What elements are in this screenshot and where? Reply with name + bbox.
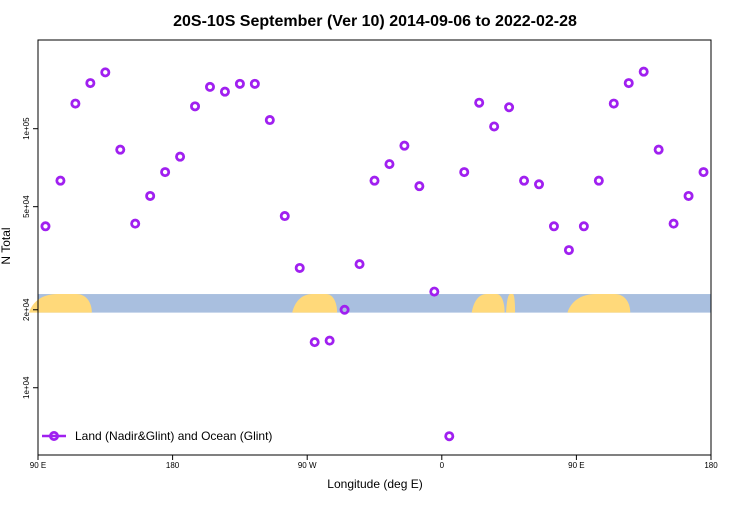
legend: Land (Nadir&Glint) and Ocean (Glint) bbox=[42, 429, 272, 443]
south-america-landmass bbox=[292, 294, 338, 313]
data-point bbox=[85, 78, 96, 89]
data-point bbox=[160, 167, 171, 178]
data-point bbox=[55, 175, 66, 186]
data-point bbox=[459, 167, 470, 178]
data-point bbox=[130, 218, 141, 229]
legend-marker-swatch bbox=[49, 430, 60, 441]
data-point bbox=[563, 245, 574, 256]
data-point bbox=[489, 121, 500, 132]
data-point bbox=[219, 86, 230, 97]
data-point bbox=[339, 304, 350, 315]
data-point bbox=[548, 221, 559, 232]
y-tick-label: 1e+05 bbox=[22, 117, 31, 140]
data-point bbox=[354, 259, 365, 270]
data-point bbox=[249, 78, 260, 89]
data-point bbox=[474, 97, 485, 108]
axes: 90 E 180 90 W 0 90 E 180 1e+04 2e+04 5e+04 1e+05 bbox=[22, 39, 718, 470]
data-point bbox=[414, 181, 425, 192]
x-tick-label: 180 bbox=[166, 461, 180, 470]
data-point bbox=[204, 81, 215, 92]
data-point bbox=[369, 175, 380, 186]
data-point bbox=[504, 102, 515, 113]
x-tick-label: 90 W bbox=[298, 461, 317, 470]
data-point bbox=[40, 221, 51, 232]
data-point bbox=[623, 78, 634, 89]
data-point bbox=[519, 175, 530, 186]
africa-landmass bbox=[471, 294, 505, 313]
data-point bbox=[309, 337, 320, 348]
data-point bbox=[429, 286, 440, 297]
data-point bbox=[145, 190, 156, 201]
data-point bbox=[384, 159, 395, 170]
data-point bbox=[578, 221, 589, 232]
ocean-strip bbox=[38, 294, 711, 313]
data-point bbox=[698, 167, 709, 178]
x-tick-label: 90 E bbox=[568, 461, 584, 470]
data-point bbox=[324, 335, 335, 346]
data-point bbox=[115, 144, 126, 155]
x-tick-label: 0 bbox=[440, 461, 445, 470]
y-tick-label: 2e+04 bbox=[22, 298, 31, 321]
data-point bbox=[175, 151, 186, 162]
data-point bbox=[294, 262, 305, 273]
plot-frame bbox=[37, 39, 712, 456]
data-point bbox=[234, 78, 245, 89]
data-point bbox=[608, 98, 619, 109]
madagascar-landmass bbox=[506, 294, 516, 313]
y-axis-label: N Total bbox=[0, 227, 13, 264]
y-tick-label: 1e+04 bbox=[22, 376, 31, 399]
data-point bbox=[279, 211, 290, 222]
y-tick-label: 5e+04 bbox=[22, 195, 31, 218]
data-point bbox=[70, 98, 81, 109]
x-axis-label: Longitude (deg E) bbox=[327, 477, 422, 491]
data-point bbox=[668, 218, 679, 229]
australia-landmass bbox=[567, 294, 631, 313]
data-point bbox=[593, 175, 604, 186]
x-tick-label: 90 E bbox=[30, 461, 46, 470]
x-tick-label: 180 bbox=[704, 461, 718, 470]
land-ocean-band bbox=[29, 294, 711, 313]
data-point bbox=[399, 140, 410, 151]
chart-title: 20S-10S September (Ver 10) 2014-09-06 to… bbox=[173, 13, 577, 30]
data-point bbox=[100, 67, 111, 78]
data-point bbox=[683, 190, 694, 201]
data-point bbox=[534, 179, 545, 190]
data-point bbox=[638, 66, 649, 77]
data-points bbox=[40, 66, 709, 442]
data-point bbox=[190, 101, 201, 112]
data-point bbox=[653, 144, 664, 155]
data-point bbox=[264, 115, 275, 126]
australia-landmass bbox=[29, 294, 92, 313]
data-point bbox=[444, 431, 455, 442]
legend-label: Land (Nadir&Glint) and Ocean (Glint) bbox=[75, 429, 272, 443]
